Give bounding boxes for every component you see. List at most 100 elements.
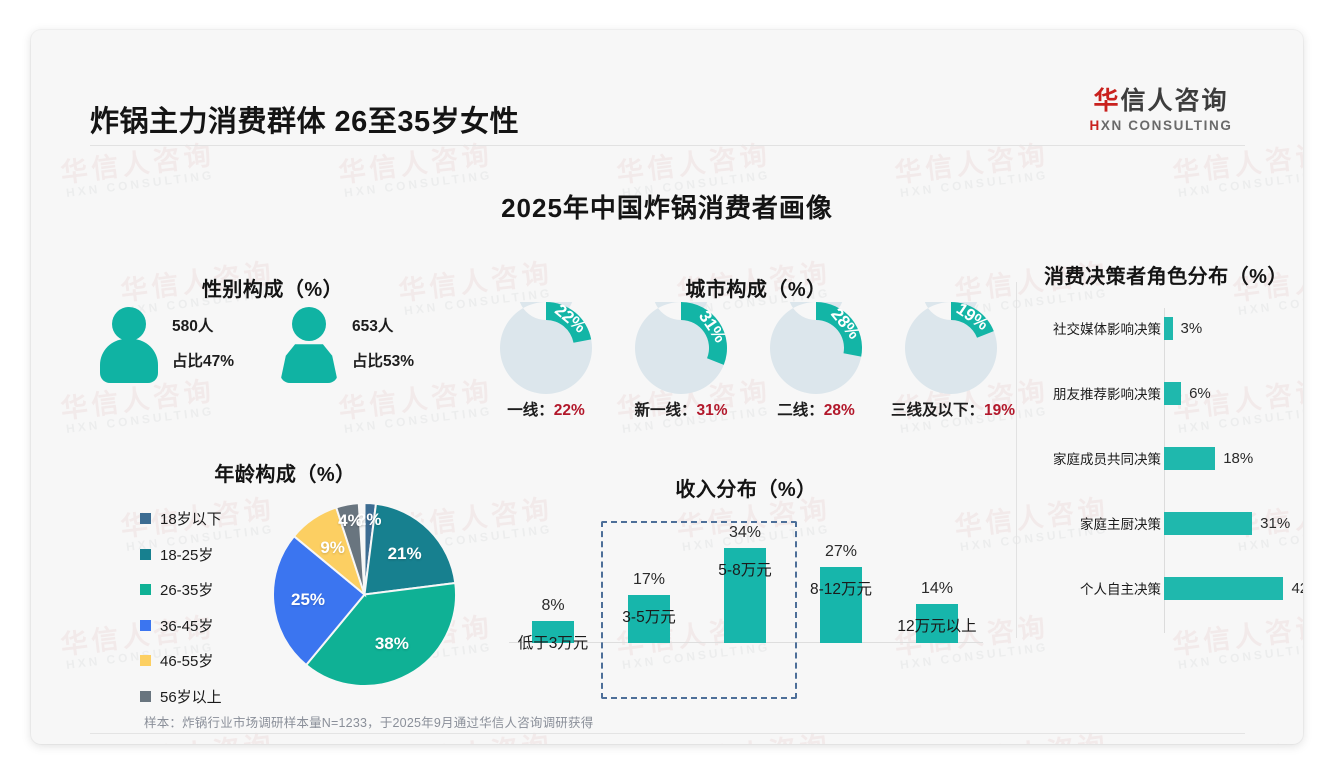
decision-bar-value: 18% [1223,449,1254,467]
donut-caption: 新一线：31% [634,402,728,419]
pie-value-label: 9% [320,537,345,557]
legend-label: 46-55岁 [160,653,214,670]
income-category-label: 5-8万元 [718,561,772,579]
logo-h-char: H [1089,117,1101,133]
legend-item: 26-35岁 [140,579,222,600]
header: 炸锅主力消费群体 26至35岁女性 华信人咨询 HXN CONSULTING [31,30,1303,146]
income-bar [820,567,862,643]
gender-female-stats: 653人 占比53% [352,319,414,369]
age-composition-chart: 18岁以下 18-25岁 26-35岁 36-45岁 46-55岁 56岁以上 2% 21%… [100,500,470,706]
female-figure-icon [280,305,338,383]
company-logo: 华信人咨询 HXN CONSULTING [1081,87,1241,133]
decision-bar-row: 家庭成员共同决策 18% [1016,445,1253,471]
male-share: 占比47% [172,352,235,370]
income-category-label: 12万元以上 [897,617,977,635]
decision-bar [1164,511,1253,535]
legend-swatch [140,548,151,560]
decision-section-title: 消费决策者角色分布（%） [1044,266,1288,288]
income-bar-value: 34% [728,523,762,541]
gender-composition-chart: 580人 占比47% 653人 占比53% [100,305,445,385]
decision-bar-row: 社交媒体影响决策 3% [1016,315,1202,341]
age-pie: 2% 21% 38% 25% 9% 4% [272,502,457,687]
legend-item: 18-25岁 [140,544,222,565]
decision-axis-line [1164,308,1165,633]
legend-swatch [140,690,151,702]
decision-bar [1164,381,1182,405]
decision-category-label: 朋友推荐影响决策 [1053,387,1161,402]
pie-value-label: 4% [338,510,363,530]
donut-chart: 22% [500,301,592,394]
decision-category-label: 家庭成员共同决策 [1053,452,1161,467]
decision-bar [1164,576,1284,600]
header-divider [90,145,1245,146]
panel-divider [1016,282,1017,638]
gender-male-stats: 580人 占比47% [172,319,234,369]
income-bar-column: 17% 3-5万元 [601,571,697,643]
income-highlight-box [601,521,797,699]
donut-caption: 二线：28% [777,402,855,419]
logo-english-text: HXN CONSULTING [1081,118,1241,133]
decision-role-panel: 消费决策者角色分布（%） 社交媒体影响决策 3% 朋友推荐影响决策 6% 家庭成员共同决… [1016,260,1303,638]
pie-value-label: 2% [356,509,382,529]
main-chart-title: 2025年中国炸锅消费者画像 [501,193,833,223]
legend-item: 18岁以下 [140,508,222,529]
income-category-label: 8-12万元 [809,581,873,599]
city-donut-item: 19% 三线及以下：19% [891,300,1016,420]
infographic-card: 华信人咨询 HXN CONSULTING 华信人咨询 HXN CONSULTING 华信… [31,30,1303,744]
page-title: 炸锅主力消费群体 26至35岁女性 [90,106,520,138]
city-composition-chart: 22% 一线：22% 31% 新一线：31% 28% 二线：28% 19% 三线及以下：19% [486,300,1026,419]
gender-item-female: 653人 占比53% [280,305,414,383]
donut-caption-value: 22% [553,402,585,419]
decision-category-label: 社交媒体影响决策 [1053,322,1161,337]
decision-bar-row: 个人自主决策 42% [1016,575,1303,601]
gender-item-male: 580人 占比47% [100,305,234,383]
decision-bar [1164,316,1173,340]
decision-category-label: 家庭主厨决策 [1080,517,1161,532]
donut-chart: 31% [635,302,729,394]
income-section-title: 收入分布（%） [675,479,817,501]
logo-hua-char: 华 [1093,87,1121,115]
age-section-title: 年龄构成（%） [214,464,356,486]
footer-divider [90,733,1245,734]
donut-caption: 三线及以下：19% [891,402,1016,419]
income-bar [532,620,574,643]
city-donut-item: 22% 一线：22% [486,301,606,420]
income-distribution-chart: 8% 低于3万元 17% 3-5万元 34% 5-8万元 27% 8-12万元 14% 12万元以… [501,515,991,699]
donut-caption: 一线：22% [507,402,585,419]
pie-value-label: 38% [374,634,409,654]
logo-cn-rest: 信人咨询 [1120,87,1229,115]
donut-caption-value: 19% [984,402,1016,419]
legend-label: 18-25岁 [160,546,214,564]
decision-bar-value: 3% [1180,319,1203,337]
pie-value-label: 21% [387,544,422,564]
decision-category-label: 个人自主决策 [1080,582,1161,597]
decision-bar [1164,446,1216,470]
male-figure-icon [100,305,158,383]
legend-swatch [140,584,151,595]
legend-swatch [140,513,151,524]
donut-caption-value: 31% [696,402,728,419]
logo-chinese-text: 华信人咨询 [1081,87,1241,116]
income-bar-column: 27% 8-12万元 [793,543,889,643]
legend-item: 46-55岁 [140,650,222,671]
donut-caption-value: 28% [823,402,855,419]
donut-chart: 19% [905,300,997,394]
gender-section-title: 性别构成（%） [201,279,344,301]
decision-bar-value: 42% [1291,579,1303,597]
legend-label: 36-45岁 [160,617,214,635]
income-bar [724,547,766,643]
sample-note: 样本：炸锅行业市场调研样本量N=1233，于2025年9月通过华信人咨询调研获得 [144,716,594,730]
male-count: 580人 [172,318,214,335]
pie-value-label: 25% [291,589,326,609]
legend-label: 26-35岁 [160,582,214,599]
legend-swatch [140,655,151,666]
legend-label: 18岁以下 [160,511,222,528]
income-bar-value: 14% [920,579,954,597]
city-donut-item: 31% 新一线：31% [621,302,741,420]
logo-en-rest: XN CONSULTING [1100,117,1233,133]
income-bar-value: 17% [632,571,666,589]
age-legend: 18岁以下 18-25岁 26-35岁 36-45岁 46-55岁 56岁以上 [140,508,222,721]
